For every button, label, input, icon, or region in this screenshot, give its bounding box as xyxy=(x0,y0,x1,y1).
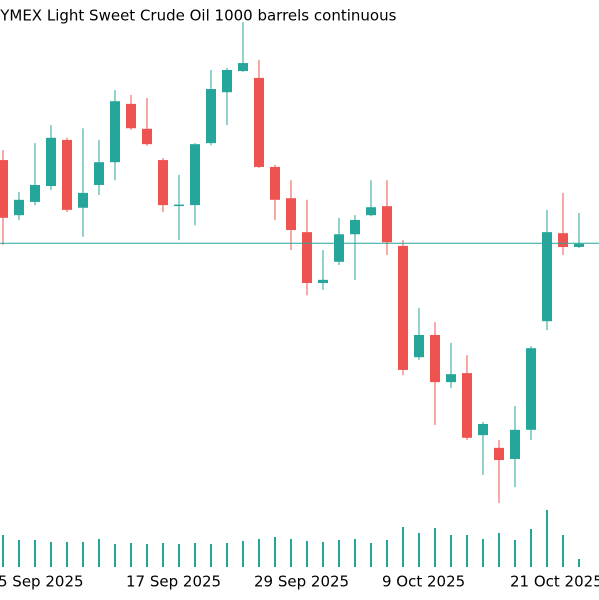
candle-body xyxy=(174,204,184,207)
candle-body xyxy=(62,139,72,210)
volume-bar xyxy=(322,542,324,567)
volume-bar xyxy=(50,542,52,567)
volume-bar xyxy=(370,543,372,567)
candle-body xyxy=(558,233,568,247)
volume-bar xyxy=(66,542,68,567)
volume-bar xyxy=(130,543,132,567)
candle-body xyxy=(238,63,248,72)
volume-bar xyxy=(530,529,532,567)
candle-body xyxy=(462,373,472,438)
candle-body xyxy=(254,77,264,167)
volume-bar xyxy=(226,543,228,567)
volume-bar xyxy=(546,510,548,567)
volume-bar xyxy=(18,540,20,567)
volume-bar xyxy=(290,539,292,567)
candle-body xyxy=(110,101,120,163)
volume-bar xyxy=(258,539,260,567)
volume-bar xyxy=(434,528,436,567)
volume-bar xyxy=(338,540,340,567)
candle-body xyxy=(190,144,200,206)
volume-bar xyxy=(498,533,500,567)
candle-body xyxy=(270,166,280,200)
volume-bar xyxy=(466,535,468,567)
volume-bar xyxy=(242,541,244,567)
volume-bar xyxy=(34,540,36,567)
candle-body xyxy=(222,69,232,93)
volume-bar xyxy=(450,535,452,567)
candle-body xyxy=(206,89,216,144)
volume-bar xyxy=(562,535,564,567)
volume-bar xyxy=(194,543,196,567)
volume-bar xyxy=(82,542,84,567)
x-tick-label: 21 Oct 2025 xyxy=(510,573,599,591)
volume-bar xyxy=(386,540,388,567)
candle-body xyxy=(382,206,392,243)
candle-body xyxy=(286,198,296,231)
volume-bar xyxy=(2,535,4,567)
candle-body xyxy=(46,137,56,187)
candle-body xyxy=(574,243,584,247)
candle-body xyxy=(478,424,488,436)
candle-body xyxy=(398,245,408,370)
candle-body xyxy=(78,192,88,208)
candle-body xyxy=(14,199,24,216)
candle-body xyxy=(414,334,424,358)
candle-body xyxy=(126,103,136,129)
volume-bar xyxy=(418,533,420,567)
volume-bar xyxy=(178,544,180,567)
x-tick-label: 17 Sep 2025 xyxy=(126,573,221,591)
candle-body xyxy=(30,184,40,202)
chart-title: NYMEX Light Sweet Crude Oil 1000 barrels… xyxy=(0,7,397,25)
volume-bar xyxy=(98,539,100,567)
candle-body xyxy=(142,128,152,145)
volume-bar xyxy=(514,540,516,567)
candle-body xyxy=(430,334,440,383)
candle-body xyxy=(494,447,504,461)
candle-body xyxy=(318,279,328,284)
volume-bar xyxy=(162,543,164,567)
candle-body xyxy=(526,348,536,430)
x-tick-label: 29 Sep 2025 xyxy=(254,573,349,591)
candle-body xyxy=(0,160,8,218)
candle-body xyxy=(94,162,104,185)
volume-bar xyxy=(274,537,276,567)
candle-body xyxy=(510,429,520,459)
candle-body xyxy=(334,234,344,262)
volume-bar xyxy=(402,527,404,567)
x-tick-label: 9 Oct 2025 xyxy=(382,573,465,591)
volume-bar xyxy=(482,539,484,567)
candle-body xyxy=(302,232,312,284)
candle-body xyxy=(446,374,456,383)
volume-bar xyxy=(354,539,356,567)
volume-bar xyxy=(578,559,580,567)
volume-bar xyxy=(306,541,308,567)
volume-bar xyxy=(146,544,148,567)
candle-body xyxy=(542,232,552,322)
volume-bar xyxy=(114,544,116,567)
candle-body xyxy=(158,160,168,206)
volume-bar xyxy=(210,544,212,567)
candle-body xyxy=(350,219,360,235)
x-tick-label: 5 Sep 2025 xyxy=(0,573,84,591)
candle-body xyxy=(366,207,376,216)
